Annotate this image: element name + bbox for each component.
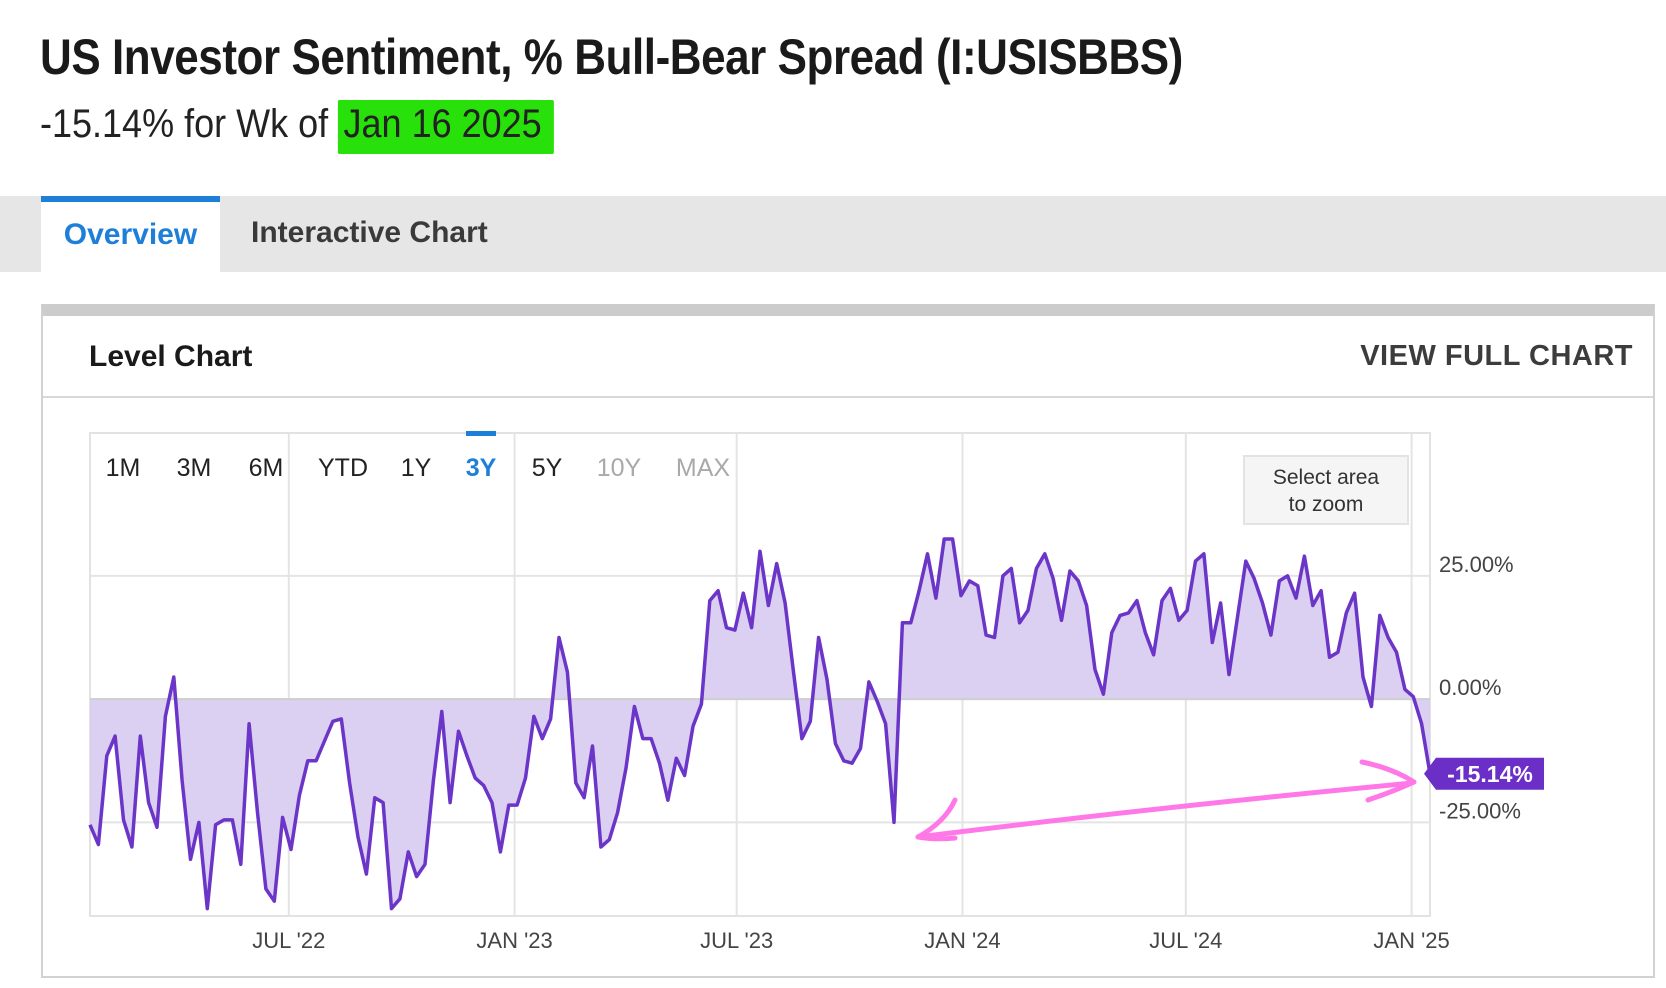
latest-value-text: -15.14% for Wk of <box>40 102 329 146</box>
range-button-max: MAX <box>676 454 731 482</box>
highlighted-date: Jan 16 2025 <box>338 100 555 154</box>
tab-bar: Overview Interactive Chart <box>0 196 1666 272</box>
x-tick-label: JUL '23 <box>700 928 773 953</box>
x-tick-label: JUL '22 <box>252 928 325 953</box>
zoom-hint-box <box>1243 455 1409 525</box>
tab-overview[interactable]: Overview <box>41 196 220 272</box>
y-tick-label: 0.00% <box>1439 675 1501 700</box>
subtitle: -15.14% for Wk of Jan 16 2025 <box>40 100 555 154</box>
page-title: US Investor Sentiment, % Bull-Bear Sprea… <box>40 29 1183 85</box>
range-button-3y[interactable]: 3Y <box>466 454 497 482</box>
range-button-3m[interactable]: 3M <box>177 454 212 482</box>
view-full-chart-link[interactable]: VIEW FULL CHART <box>1360 340 1633 372</box>
range-button-10y: 10Y <box>597 454 642 482</box>
x-tick-label: JUL '24 <box>1149 928 1222 953</box>
series-area <box>90 539 1430 909</box>
annotation-arrow-shaft <box>915 780 1415 840</box>
tab-interactive-chart[interactable]: Interactive Chart <box>251 216 488 249</box>
range-button-5y[interactable]: 5Y <box>532 454 563 482</box>
annotation-arrowhead-left <box>915 797 958 842</box>
range-button-1y[interactable]: 1Y <box>401 454 432 482</box>
range-active-indicator <box>466 431 496 436</box>
panel-title: Level Chart <box>89 340 253 373</box>
x-tick-label: JAN '23 <box>476 928 552 953</box>
range-button-6m[interactable]: 6M <box>249 454 284 482</box>
plot-area[interactable] <box>89 432 1431 917</box>
y-tick-label: -25.00% <box>1439 798 1521 823</box>
range-button-1m[interactable]: 1M <box>106 454 141 482</box>
x-tick-label: JAN '24 <box>924 928 1000 953</box>
y-tick-label: 25.00% <box>1439 552 1514 577</box>
zoom-hint-line: to zoom <box>1289 493 1364 516</box>
zoom-hint-line: Select area <box>1273 466 1380 489</box>
panel-header: Level Chart VIEW FULL CHART <box>43 316 1653 398</box>
last-value-label: -15.14% <box>1447 761 1533 787</box>
range-button-ytd[interactable]: YTD <box>318 454 368 482</box>
x-tick-label: JAN '25 <box>1373 928 1449 953</box>
annotation-arrowhead-right <box>1359 759 1417 803</box>
last-value-flag <box>1424 757 1544 790</box>
series-line <box>88 537 1432 911</box>
